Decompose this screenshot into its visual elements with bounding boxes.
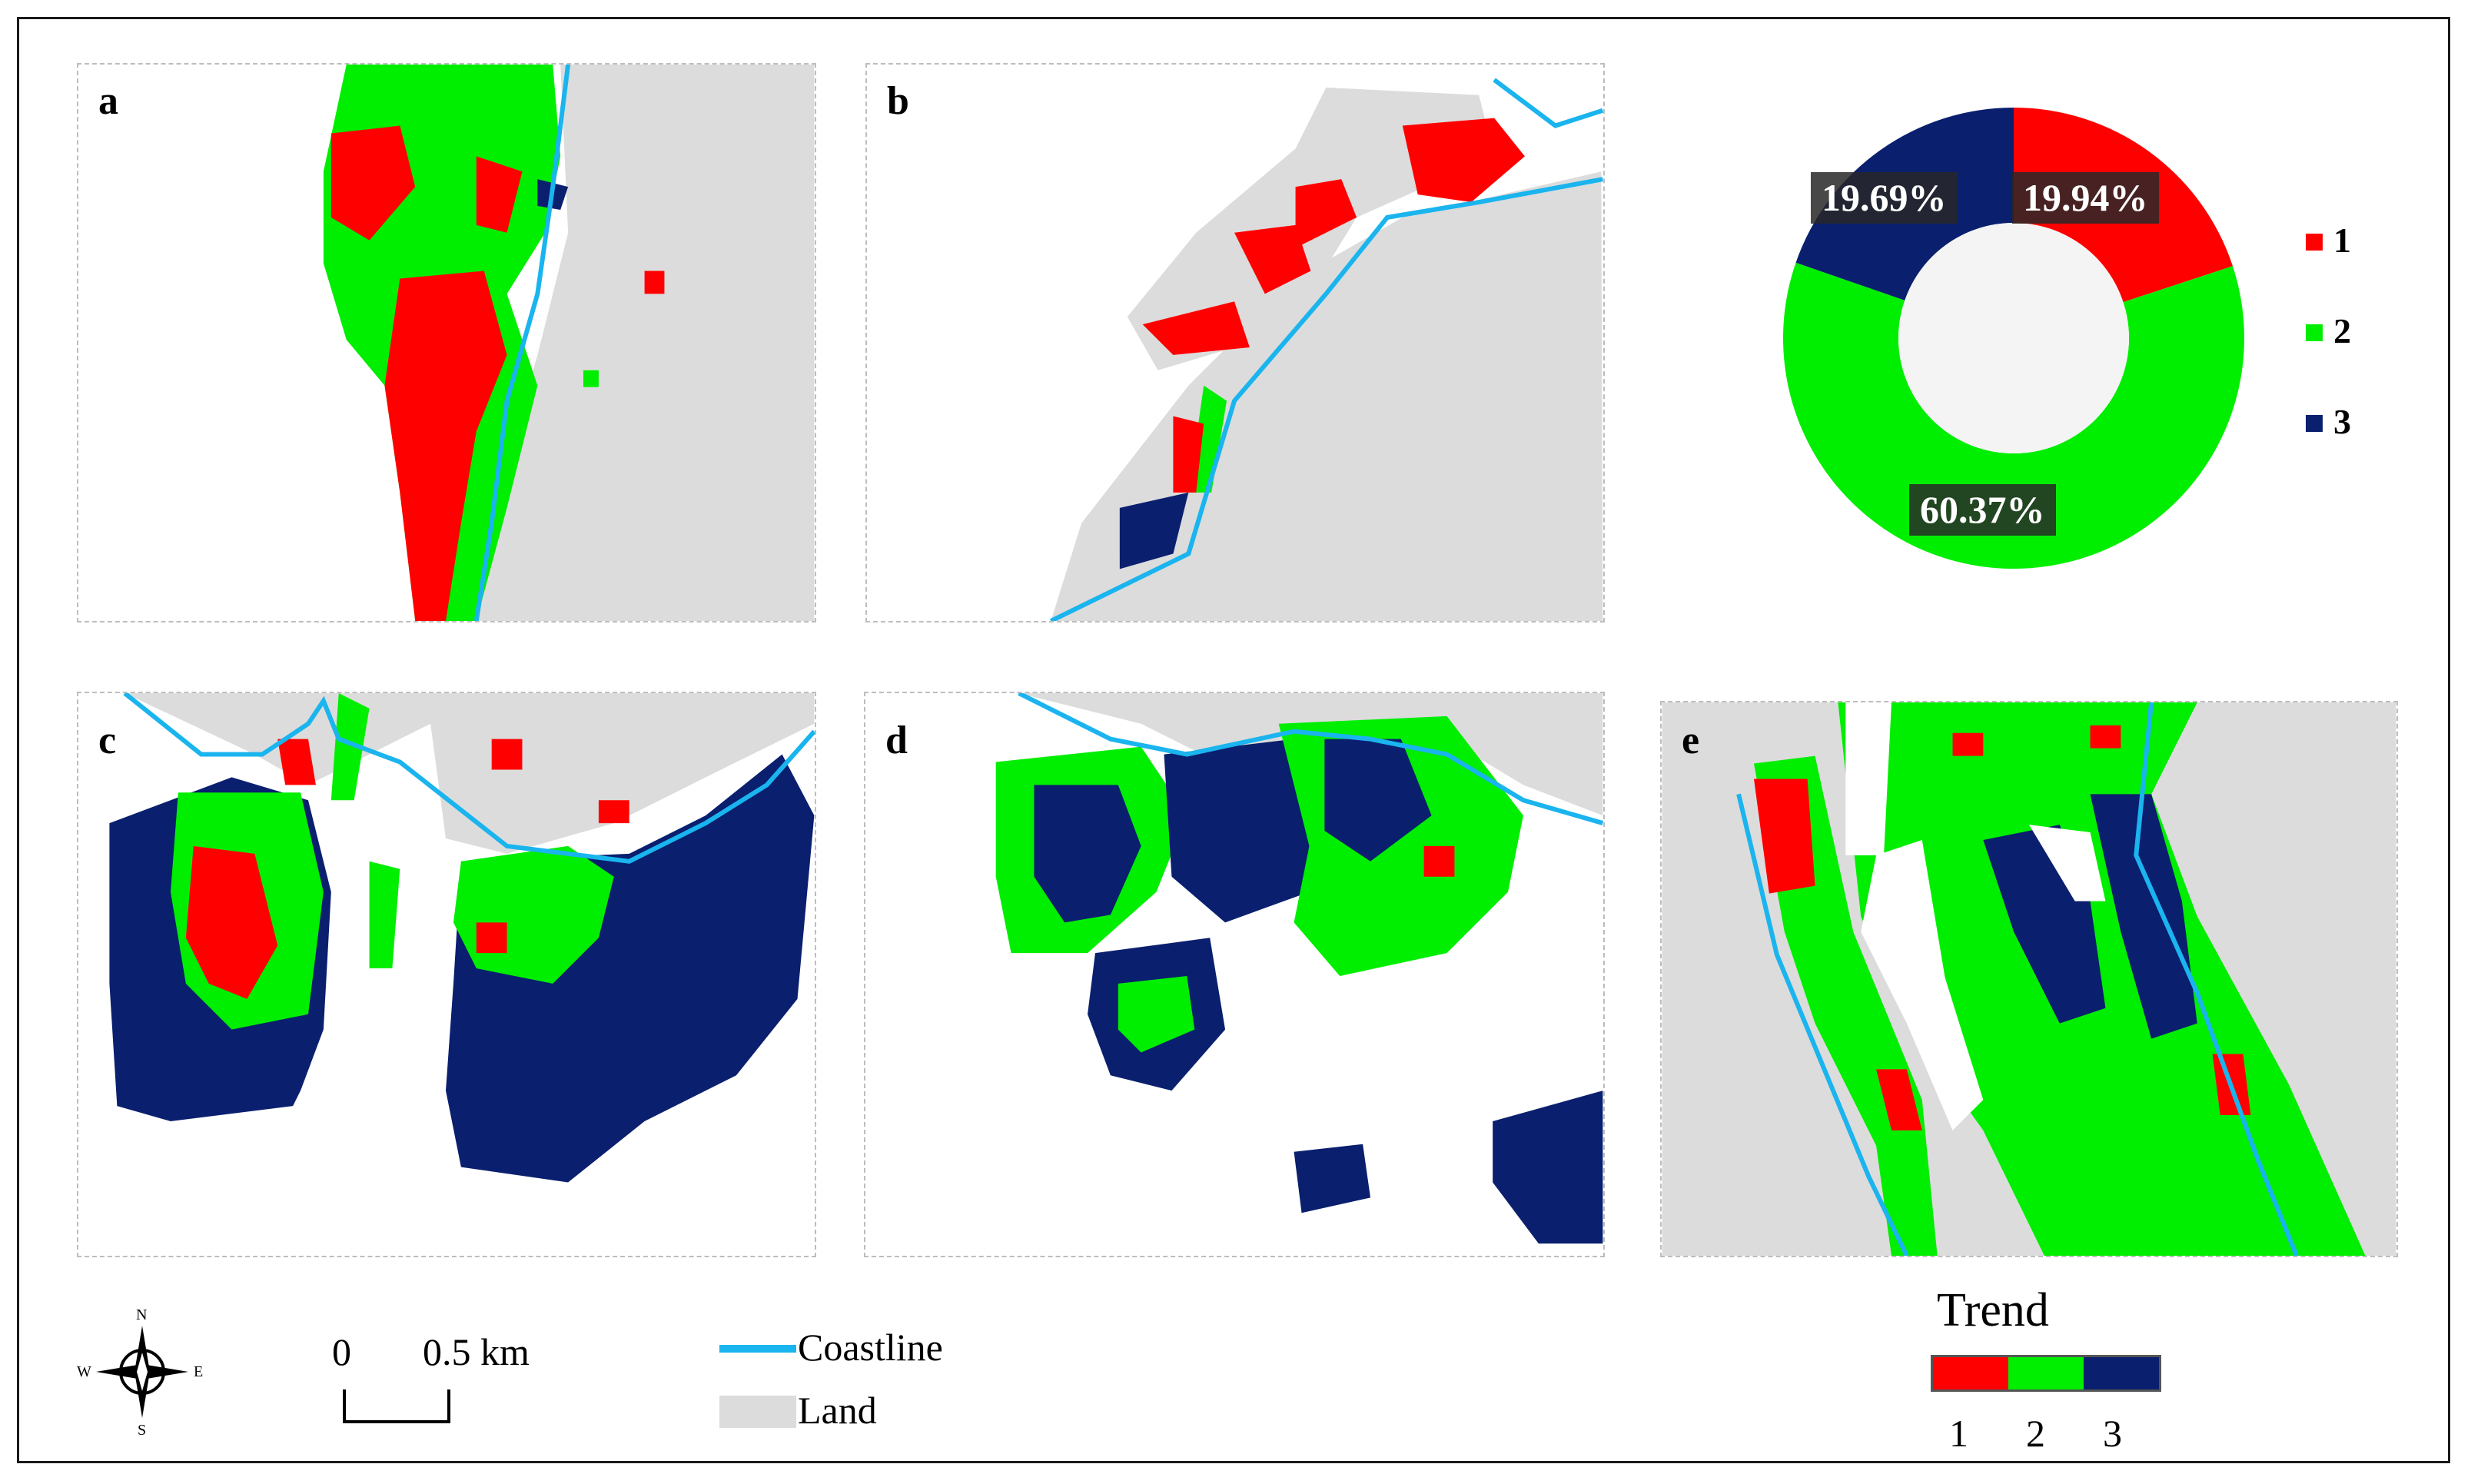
- map-panel-b: b: [865, 63, 1605, 622]
- legend-swatch-1: [2306, 234, 2323, 251]
- map-d-graphic: [995, 693, 1603, 1244]
- compass-s: S: [138, 1422, 147, 1439]
- map-panel-e: e: [1660, 701, 2398, 1257]
- trend-swatch-2: [2008, 1357, 2084, 1389]
- legend-swatch-2: [2306, 324, 2323, 341]
- panel-label-c: c: [98, 719, 117, 762]
- panel-label-d: d: [885, 719, 908, 762]
- coastline-key-label: Coastline: [798, 1326, 943, 1369]
- panel-label-e: e: [1682, 719, 1700, 762]
- compass-n: N: [136, 1306, 148, 1323]
- panel-label-b: b: [887, 79, 909, 123]
- trend-swatch-3: [2084, 1357, 2159, 1389]
- panel-label-a: a: [98, 79, 118, 123]
- legend-label-1: 1: [2333, 221, 2351, 260]
- donut-hole: [1898, 223, 2129, 453]
- scale-start-label: 0: [332, 1330, 351, 1373]
- scale-end-label: 0.5 km: [423, 1330, 530, 1373]
- trend-title: Trend: [1937, 1284, 2049, 1336]
- trend-label-2: 2: [2026, 1412, 2045, 1455]
- map-panel-a: a: [77, 63, 816, 622]
- scale-bar: [343, 1389, 450, 1423]
- compass-icon: [96, 1326, 188, 1418]
- donut-label-3: 19.69%: [1811, 172, 1958, 224]
- map-b-graphic: [1050, 78, 1603, 621]
- north-arrow: N S W E: [77, 1306, 208, 1439]
- trend-label-1: 1: [1949, 1412, 1968, 1455]
- donut-slice-2: [1783, 262, 2244, 569]
- coastline-key-line: [719, 1345, 796, 1353]
- compass-e: E: [194, 1363, 204, 1380]
- land-key-label: Land: [798, 1389, 877, 1432]
- map-a-graphic: [323, 65, 815, 621]
- trend-label-3: 3: [2103, 1412, 2122, 1455]
- map-c-graphic: [109, 693, 815, 1183]
- legend-swatch-3: [2306, 415, 2323, 432]
- compass-w: W: [77, 1363, 91, 1380]
- legend-label-3: 3: [2333, 402, 2351, 441]
- map-e-graphic: [1662, 702, 2396, 1256]
- donut-label-2: 60.37%: [1909, 484, 2056, 536]
- land-key-swatch: [719, 1396, 796, 1428]
- legend-label-2: 2: [2333, 311, 2351, 350]
- donut-label-1: 19.94%: [2012, 172, 2159, 224]
- trend-swatch-1: [1933, 1357, 2008, 1389]
- trend-color-bar: [1931, 1355, 2161, 1392]
- map-panel-d: d: [864, 692, 1605, 1257]
- map-panel-c: c: [77, 692, 816, 1257]
